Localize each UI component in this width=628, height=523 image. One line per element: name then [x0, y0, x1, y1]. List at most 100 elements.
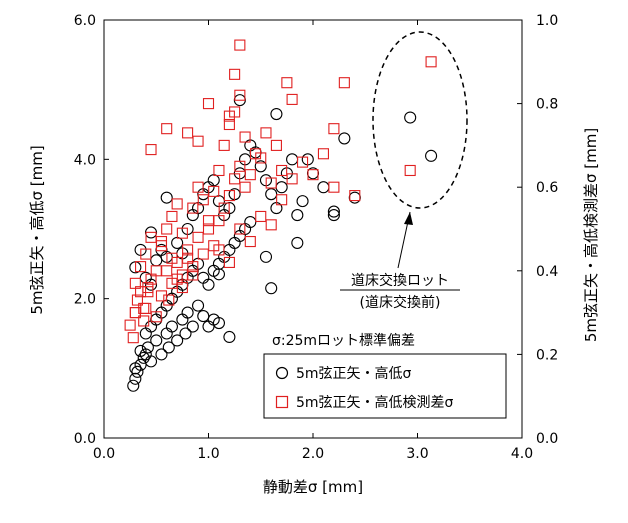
- data-point-circle: [150, 334, 163, 347]
- data-point-square: [234, 89, 246, 101]
- data-point-circle: [192, 299, 205, 312]
- data-point-square: [239, 181, 251, 193]
- data-point-square: [213, 164, 225, 177]
- data-point-square: [404, 164, 416, 177]
- data-point-circle: [127, 379, 140, 392]
- data-point-circle: [425, 149, 438, 162]
- data-point-square: [223, 256, 235, 268]
- x-tick-label: 2.0: [302, 446, 324, 462]
- data-point-square: [218, 139, 230, 151]
- data-point-circle: [141, 341, 154, 354]
- data-point-square: [260, 127, 272, 139]
- data-point-square: [349, 190, 361, 202]
- data-point-square: [150, 311, 162, 323]
- data-point-square: [155, 235, 168, 248]
- data-point-circle: [275, 181, 288, 194]
- legend-box: [263, 353, 507, 419]
- y-left-axis-label: 5m弦正矢・高低σ [mm]: [28, 145, 46, 314]
- x-tick-label: 4.0: [511, 446, 533, 462]
- data-point-square: [202, 215, 215, 227]
- callout-arrow-head: [404, 212, 413, 225]
- data-point-square: [296, 156, 309, 168]
- data-point-circle: [223, 243, 236, 256]
- y-left-tick-label: 0.0: [74, 431, 96, 447]
- data-point-circle: [291, 209, 304, 222]
- data-point-circle: [139, 327, 152, 340]
- data-point-square: [202, 223, 215, 235]
- data-point-circle: [197, 310, 210, 323]
- data-point-square: [155, 290, 168, 302]
- data-point-square: [229, 68, 241, 80]
- data-point-square: [166, 210, 178, 223]
- data-point-circle: [150, 254, 163, 267]
- data-point-square: [328, 123, 340, 135]
- data-point-square: [223, 190, 235, 202]
- x-tick-label: 3.0: [406, 446, 428, 462]
- data-point-circle: [338, 132, 351, 145]
- data-point-circle: [144, 278, 158, 291]
- data-point-square: [124, 319, 136, 331]
- data-point-circle: [296, 195, 309, 208]
- data-point-circle: [134, 344, 147, 357]
- data-point-square: [202, 98, 215, 110]
- data-point-square: [234, 160, 246, 172]
- data-point-square: [142, 286, 154, 298]
- data-point-circle: [291, 236, 304, 249]
- data-point-circle: [404, 111, 417, 124]
- data-point-circle: [202, 278, 215, 291]
- data-point-square: [286, 173, 298, 185]
- data-point-circle: [228, 236, 241, 249]
- data-point-square: [223, 110, 235, 122]
- data-point-square: [182, 127, 194, 139]
- data-point-square: [213, 244, 225, 256]
- data-point-circle: [186, 320, 199, 333]
- data-point-square: [249, 148, 262, 160]
- data-point-square: [265, 177, 277, 189]
- data-point-circle: [212, 257, 225, 270]
- data-point-circle: [197, 271, 210, 284]
- data-point-circle: [317, 181, 330, 194]
- data-point-circle: [186, 264, 199, 277]
- y-left-tick-label: 2.0: [74, 292, 96, 308]
- data-point-circle: [162, 341, 175, 354]
- data-point-circle: [129, 362, 142, 375]
- y-right-tick-label: 0.6: [536, 180, 558, 196]
- data-point-square: [135, 261, 147, 273]
- data-point-square: [176, 281, 188, 294]
- y-right-axis-label: 5m弦正矢・高低検測差σ [mm]: [582, 128, 600, 342]
- data-point-circle: [270, 108, 283, 121]
- data-point-circle: [327, 209, 340, 222]
- data-point-circle: [144, 320, 158, 333]
- data-point-circle: [327, 205, 340, 218]
- data-point-circle: [179, 327, 192, 340]
- data-point-square: [286, 93, 298, 105]
- data-point-circle: [181, 306, 194, 319]
- data-point-square: [239, 131, 251, 143]
- data-point-circle: [286, 153, 299, 166]
- data-point-square: [140, 248, 152, 260]
- data-point-circle: [137, 351, 150, 364]
- data-point-square: [270, 139, 282, 151]
- data-point-square: [425, 56, 437, 68]
- data-point-circle: [155, 348, 168, 361]
- data-point-square: [197, 194, 209, 206]
- data-point-square: [187, 269, 199, 281]
- legend-label-circle: 5m弦正矢・高低σ: [296, 365, 412, 382]
- data-point-circle: [233, 229, 246, 243]
- data-point-circle: [150, 313, 163, 326]
- data-point-circle: [144, 355, 158, 368]
- data-point-circle: [265, 282, 278, 295]
- data-point-square: [276, 194, 288, 206]
- y-right-tick-label: 0.0: [536, 431, 558, 447]
- data-point-square: [129, 277, 141, 289]
- data-point-circle: [254, 160, 267, 173]
- data-point-square: [161, 223, 173, 235]
- series-squares: [124, 39, 437, 344]
- data-point-circle: [171, 334, 184, 347]
- data-point-circle: [131, 365, 144, 378]
- data-point-square: [161, 123, 173, 135]
- data-point-square: [192, 181, 204, 193]
- y-left-axis-ticks: 0.0 2.0 4.0 6.0: [74, 13, 109, 447]
- data-point-square: [265, 219, 277, 231]
- data-point-square: [208, 185, 220, 197]
